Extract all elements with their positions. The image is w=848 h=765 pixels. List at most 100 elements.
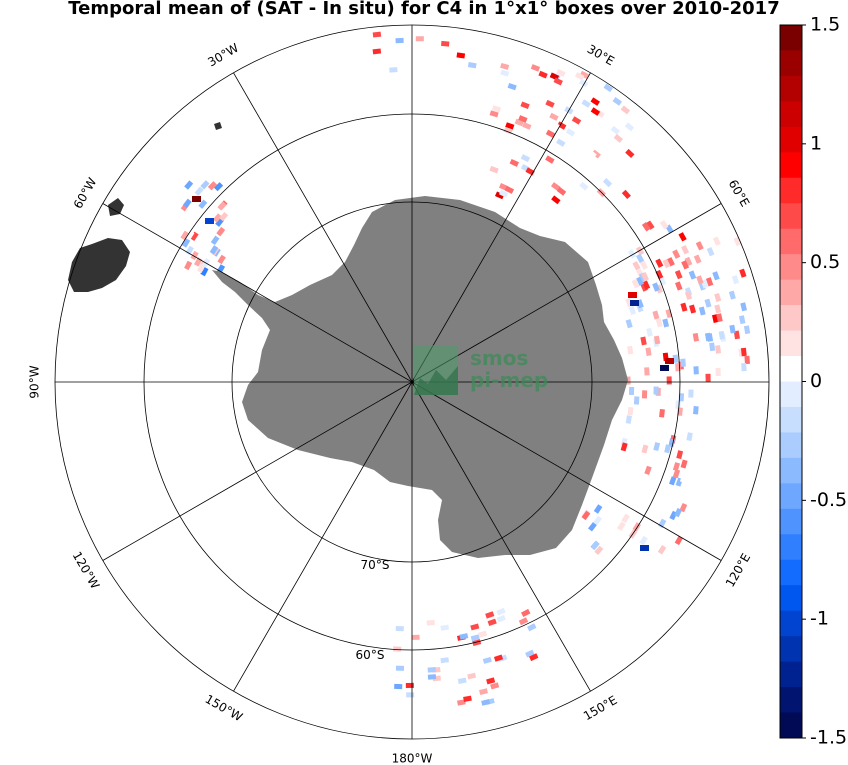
observation-box [705, 277, 714, 287]
observation-box [217, 201, 227, 211]
observation-box [459, 633, 469, 640]
observation-box [551, 195, 561, 205]
colorbar-segment [780, 432, 802, 459]
observation-box [440, 624, 450, 631]
observation-box [659, 220, 669, 230]
observation-box [184, 180, 194, 190]
colorbar-segment [780, 661, 802, 688]
observation-box [216, 226, 226, 237]
observation-box [518, 617, 529, 626]
meridian-line [233, 381, 413, 692]
observation-box [457, 677, 467, 684]
observation-box [198, 199, 208, 209]
observation-box [672, 249, 681, 259]
observation-box [720, 274, 729, 284]
observation-box [715, 367, 721, 377]
observation-box [602, 178, 613, 188]
colorbar-segment [780, 406, 802, 433]
observation-box [190, 250, 199, 261]
observation-box [550, 182, 561, 191]
observation-box [556, 68, 566, 77]
observation-box [655, 228, 664, 238]
observation-box [207, 181, 217, 191]
observation-box [645, 347, 652, 356]
observation-box [581, 99, 591, 108]
observation-box [209, 245, 219, 255]
observation-box [486, 677, 496, 685]
observation-box [489, 110, 499, 118]
observation-box [545, 99, 555, 108]
observation-box [518, 115, 528, 123]
smos-pi-mep-logo: smos pi-mep [414, 345, 548, 395]
observation-box [507, 83, 517, 91]
observation-box [556, 186, 567, 196]
colorbar-segment [780, 101, 802, 128]
parallel-label-60s: 60°S [356, 648, 385, 662]
observation-box [194, 186, 204, 196]
observation-box [405, 682, 414, 688]
observation-box [660, 365, 669, 371]
observation-box [571, 116, 582, 125]
colorbar-segment [780, 254, 802, 281]
observation-box [525, 649, 535, 658]
observation-box [714, 304, 722, 314]
observation-box [680, 358, 686, 367]
observation-box [632, 261, 641, 271]
observation-box [441, 40, 450, 47]
observation-box [500, 69, 510, 77]
observation-box [372, 31, 382, 38]
colorbar-segment [780, 687, 802, 714]
observation-box [627, 345, 634, 355]
observation-box [389, 67, 398, 73]
observation-box [219, 211, 229, 222]
observation-box [624, 122, 635, 132]
observation-box [565, 128, 576, 137]
observation-box [627, 406, 634, 416]
observation-box [666, 376, 672, 385]
observation-boxes [180, 31, 754, 706]
observation-box [674, 269, 683, 280]
observation-box [678, 232, 687, 242]
observation-box [579, 70, 590, 79]
observation-box [617, 521, 626, 531]
observation-box [210, 235, 220, 246]
observation-box [635, 253, 645, 264]
observation-box [185, 230, 195, 241]
observation-box [712, 271, 720, 281]
observation-box [494, 191, 505, 200]
observation-box [631, 279, 640, 289]
meridian-label: 120°E [723, 551, 753, 590]
observation-box [470, 634, 480, 642]
observation-box [612, 97, 622, 106]
observation-box [521, 608, 531, 618]
observation-box [496, 614, 506, 623]
observation-box [481, 699, 491, 706]
observation-box [424, 629, 433, 636]
observation-box [487, 618, 497, 627]
observation-box [216, 264, 226, 274]
observation-box [395, 665, 405, 671]
observation-box [594, 545, 604, 556]
small-island [214, 122, 222, 130]
observation-box [509, 158, 519, 167]
meridian-label: 150°W [203, 692, 245, 725]
observation-box [728, 290, 736, 300]
observation-box [639, 535, 648, 546]
observation-box [662, 318, 670, 328]
observation-box [743, 325, 751, 335]
observation-box [490, 682, 500, 690]
figure-title: Temporal mean of (SAT - In situ) for C4 … [68, 0, 780, 19]
observation-box [372, 48, 382, 55]
colorbar-segment [780, 381, 802, 408]
observation-box [620, 442, 628, 452]
observation-box [655, 269, 664, 280]
observation-box [693, 406, 699, 415]
observation-box [621, 513, 630, 524]
colorbar-segment [780, 25, 802, 51]
observation-box [642, 243, 652, 253]
observation-box [181, 238, 191, 248]
observation-box [669, 476, 677, 486]
observation-box [593, 515, 602, 526]
observation-box [472, 639, 482, 647]
observation-box [706, 246, 715, 257]
